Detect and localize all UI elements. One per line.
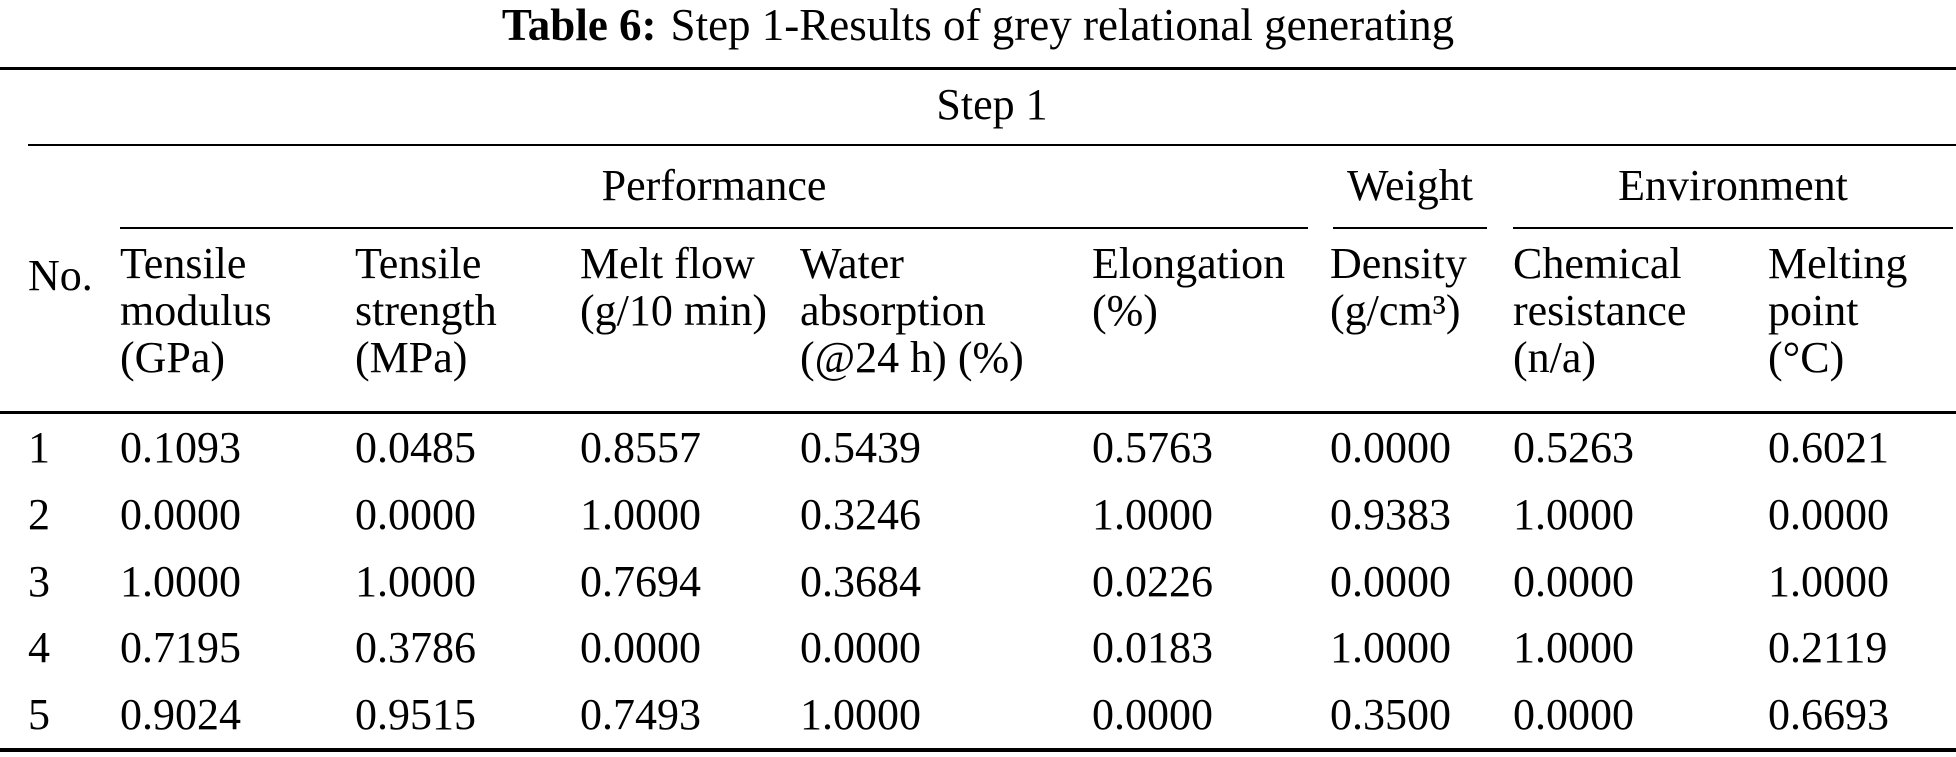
column-header-tensile-modulus: Tensile modulus (GPa) <box>120 239 272 382</box>
table-cell: 0.5763 <box>1092 423 1213 472</box>
column-header-elongation: Elongation (%) <box>1092 239 1286 335</box>
table-cell: 0.9515 <box>355 690 476 739</box>
table-cell: 0.3500 <box>1330 690 1451 739</box>
table-cell: 0.0000 <box>1092 690 1213 739</box>
table-cell: 0.0000 <box>1768 490 1889 539</box>
column-header-no: No. <box>28 251 93 300</box>
column-header-melt-flow: Melt flow (g/10 min) <box>580 239 767 335</box>
step-header-rule <box>28 144 1956 146</box>
table-cell: 0.8557 <box>580 423 701 472</box>
column-header-water-absorption: Water absorption (@24 h) (%) <box>800 239 1024 382</box>
column-group-weight: Weight <box>1347 160 1473 210</box>
table-cell: 0.0000 <box>355 490 476 539</box>
table-cell: 0.9024 <box>120 690 241 739</box>
column-group-performance: Performance <box>601 160 827 210</box>
column-header-chemical-resistance: Chemical resistance (n/a) <box>1513 239 1687 382</box>
table-cell: 0.9383 <box>1330 490 1451 539</box>
row-number-cell: 4 <box>28 623 50 672</box>
table-cell: 0.5263 <box>1513 423 1634 472</box>
table-cell: 0.0183 <box>1092 623 1213 672</box>
row-number-cell: 2 <box>28 490 50 539</box>
table-cell: 1.0000 <box>355 557 476 606</box>
column-group-environment: Environment <box>1618 160 1848 210</box>
table-cell: 1.0000 <box>1513 490 1634 539</box>
performance-group-underline <box>120 227 1308 229</box>
table-cell: 0.6693 <box>1768 690 1889 739</box>
top-rule <box>0 67 1956 70</box>
table-caption: Table 6: Step 1-Results of grey relationa… <box>0 0 1956 50</box>
table-cell: 0.1093 <box>120 423 241 472</box>
table-caption-label: Table 6: <box>501 0 657 50</box>
row-number-cell: 5 <box>28 690 50 739</box>
table-cell: 0.0000 <box>120 490 241 539</box>
table-cell: 0.7493 <box>580 690 701 739</box>
weight-group-underline <box>1333 227 1487 229</box>
table-caption-text: Step 1-Results of grey relational genera… <box>670 0 1455 50</box>
table-cell: 0.0226 <box>1092 557 1213 606</box>
row-number-cell: 1 <box>28 423 50 472</box>
table-cell: 1.0000 <box>1092 490 1213 539</box>
table-cell: 0.6021 <box>1768 423 1889 472</box>
table-cell: 0.5439 <box>800 423 921 472</box>
table-cell: 0.0000 <box>1513 557 1634 606</box>
column-header-density: Density (g/cm³) <box>1330 239 1467 335</box>
table-cell: 1.0000 <box>120 557 241 606</box>
header-bottom-rule <box>0 411 1956 414</box>
table-cell: 0.0000 <box>1513 690 1634 739</box>
table-cell: 1.0000 <box>580 490 701 539</box>
table-cell: 1.0000 <box>1513 623 1634 672</box>
table-cell: 0.0000 <box>1330 557 1451 606</box>
table-cell: 1.0000 <box>1330 623 1451 672</box>
bottom-rule <box>0 748 1956 752</box>
table-cell: 0.7195 <box>120 623 241 672</box>
environment-group-underline <box>1513 227 1953 229</box>
column-header-melting-point: Melting point (°C) <box>1768 239 1908 382</box>
table-cell: 0.0485 <box>355 423 476 472</box>
table-cell: 0.0000 <box>800 623 921 672</box>
table-cell: 0.3246 <box>800 490 921 539</box>
column-header-tensile-strength: Tensile strength (MPa) <box>355 239 497 382</box>
table-cell: 1.0000 <box>1768 557 1889 606</box>
step-header: Step 1 <box>936 80 1048 129</box>
row-number-cell: 3 <box>28 557 50 606</box>
table-cell: 0.3786 <box>355 623 476 672</box>
table-cell: 0.7694 <box>580 557 701 606</box>
table-cell: 0.0000 <box>580 623 701 672</box>
table-cell: 1.0000 <box>800 690 921 739</box>
table-cell: 0.2119 <box>1768 623 1888 672</box>
table-cell: 0.0000 <box>1330 423 1451 472</box>
table-cell: 0.3684 <box>800 557 921 606</box>
